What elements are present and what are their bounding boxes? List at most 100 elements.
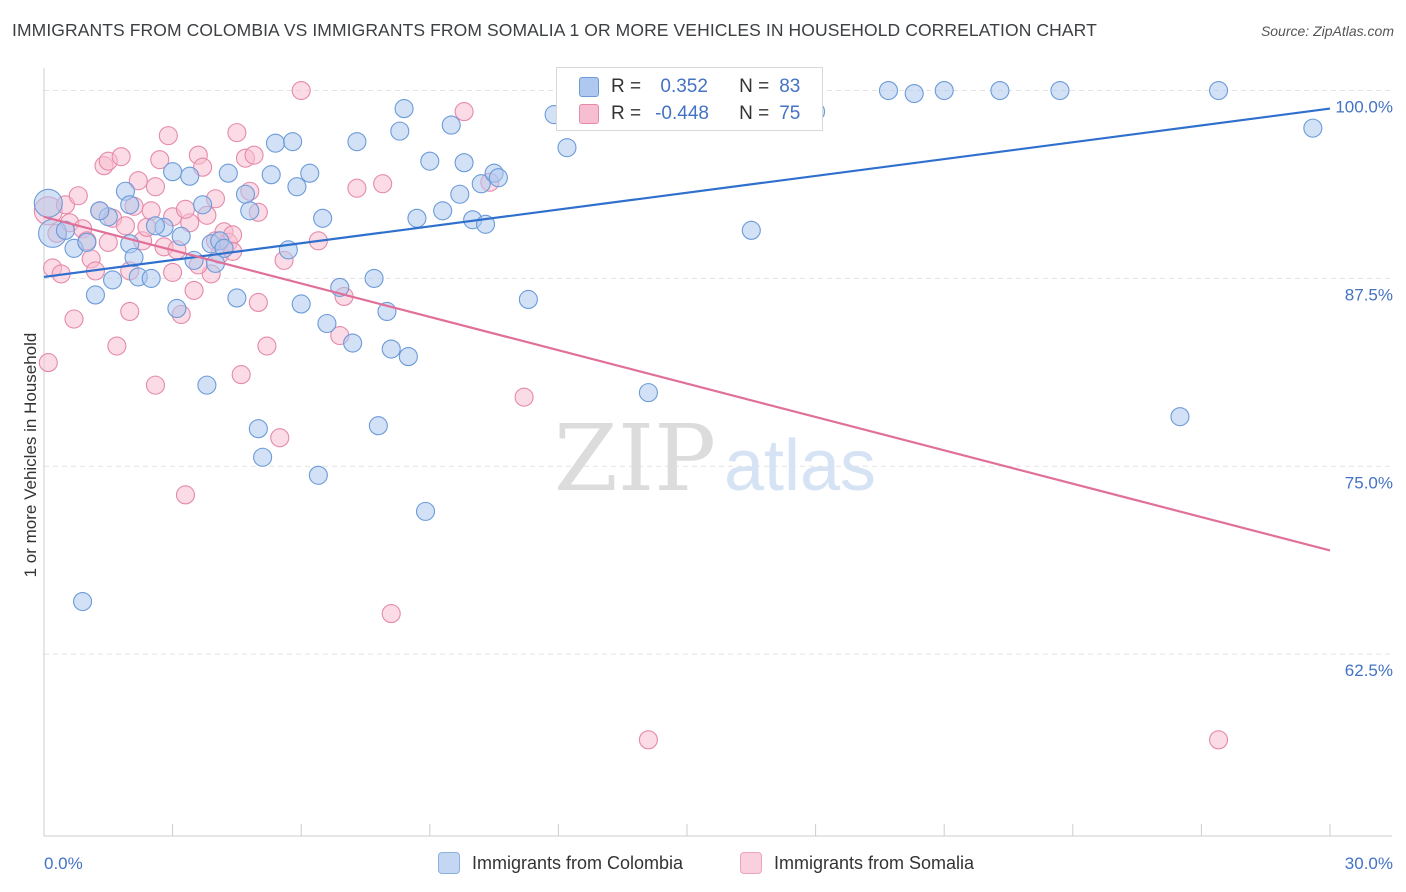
somalia-point [184, 280, 204, 300]
series-label-colombia: Immigrants from Colombia [472, 852, 684, 873]
colombia-point [347, 132, 367, 152]
somalia-point [257, 336, 277, 356]
somalia-point [373, 174, 393, 194]
legend-r-value-somalia: -0.448 [655, 103, 709, 124]
colombia-point [454, 153, 474, 173]
somalia-point [227, 123, 247, 143]
colombia-point [557, 138, 577, 158]
somalia-point [145, 375, 166, 395]
colombia-point [167, 298, 187, 319]
colombia-point [261, 165, 281, 185]
y-tick-label: 75.0% [1345, 473, 1393, 492]
legend-row-colombia: R = 0.352 N = 83 [579, 75, 800, 99]
colombia-point [120, 195, 140, 215]
series-swatch-colombia [438, 852, 460, 874]
colombia-point [343, 333, 363, 353]
somalia-point [1208, 730, 1229, 750]
series-swatch-somalia [740, 852, 762, 874]
colombia-point [741, 220, 761, 240]
x-tick-label-min: 0.0% [44, 854, 83, 873]
colombia-point [33, 188, 63, 218]
legend-r-value-colombia: 0.352 [655, 76, 708, 97]
colombia-point [180, 166, 200, 186]
trend-lines [43, 107, 1331, 552]
legend-r-label: R = [611, 76, 642, 97]
somalia-point [111, 147, 131, 167]
tick-labels: 100.0% 87.5% 75.0% 62.5% 0.0% 30.0% [44, 98, 1393, 873]
colombia-point [163, 162, 183, 182]
colombia-point [313, 208, 333, 228]
colombia-point [1050, 80, 1070, 101]
somalia-point [150, 150, 170, 170]
colombia-point [407, 208, 427, 228]
somalia-point [115, 216, 135, 236]
watermark: ZIP atlas [554, 405, 876, 512]
legend-swatch-colombia [579, 77, 599, 97]
colombia-point [77, 232, 97, 252]
series-legend-somalia[interactable]: Immigrants from Somalia [740, 852, 974, 874]
somalia-point [64, 309, 84, 329]
somalia-point [454, 102, 474, 122]
series-legend-colombia[interactable]: Immigrants from Colombia [438, 852, 683, 874]
watermark-atlas: atlas [724, 426, 876, 506]
y-axis-label: 1 or more Vehicles in Household [21, 333, 40, 578]
source-label: Source: ZipAtlas.com [1260, 23, 1394, 39]
colombia-point [420, 151, 440, 171]
y-tick-label: 87.5% [1345, 285, 1393, 304]
colombia-point [287, 177, 307, 197]
legend-n-label: N = [739, 76, 770, 97]
legend-n-value-somalia: 75 [779, 103, 801, 124]
somalia-point [248, 292, 268, 313]
colombia-point [218, 163, 238, 183]
y-tick-label: 62.5% [1345, 661, 1393, 680]
colombia-point [141, 268, 161, 288]
somalia-point [120, 301, 140, 322]
somalia-point [514, 387, 534, 407]
somalia-point [128, 171, 148, 191]
somalia-point [347, 178, 367, 198]
legend-n-value-colombia: 83 [779, 76, 801, 97]
colombia-point [878, 80, 899, 101]
colombia-point [265, 133, 286, 153]
colombia-point [227, 288, 247, 308]
colombia-point [934, 80, 954, 101]
somalia-trend-line [43, 215, 1331, 552]
colombia-point [197, 375, 217, 395]
somalia-point [231, 365, 251, 385]
colombia-point [1170, 407, 1190, 427]
colombia-point [398, 347, 418, 367]
somalia-point [163, 262, 183, 282]
colombia-trend-line [43, 107, 1331, 278]
somalia-point [638, 730, 658, 750]
legend-row-somalia: R = -0.448 N = 75 [579, 102, 800, 126]
colombia-point [1208, 80, 1229, 101]
somalia-point [270, 428, 290, 448]
colombia-point [317, 313, 337, 334]
colombia-point [235, 184, 256, 204]
series-legend: Immigrants from Colombia Immigrants from… [0, 852, 1406, 878]
somalia-point [68, 186, 88, 206]
colombia-point [240, 201, 260, 221]
colombia-point [193, 195, 213, 215]
colombia-point [308, 465, 328, 485]
somalia-point [145, 177, 166, 197]
colombia-point [904, 83, 924, 104]
somalia-point [175, 485, 196, 505]
colombia-point [441, 115, 461, 135]
colombia-point [394, 99, 414, 119]
watermark-zip: ZIP [554, 405, 716, 512]
somalia-point [38, 353, 58, 373]
somalia-point [158, 126, 178, 146]
colombia-point [253, 447, 273, 467]
somalia-point [175, 199, 196, 219]
legend-r-label: R = [611, 103, 642, 124]
colombia-point [368, 416, 388, 436]
colombia-point [103, 270, 123, 290]
colombia-point [90, 201, 110, 221]
colombia-point [1303, 118, 1323, 138]
somalia-point [381, 604, 401, 624]
colombia-point [364, 268, 384, 288]
colombia-point [248, 419, 268, 439]
colombia-point [450, 184, 470, 204]
